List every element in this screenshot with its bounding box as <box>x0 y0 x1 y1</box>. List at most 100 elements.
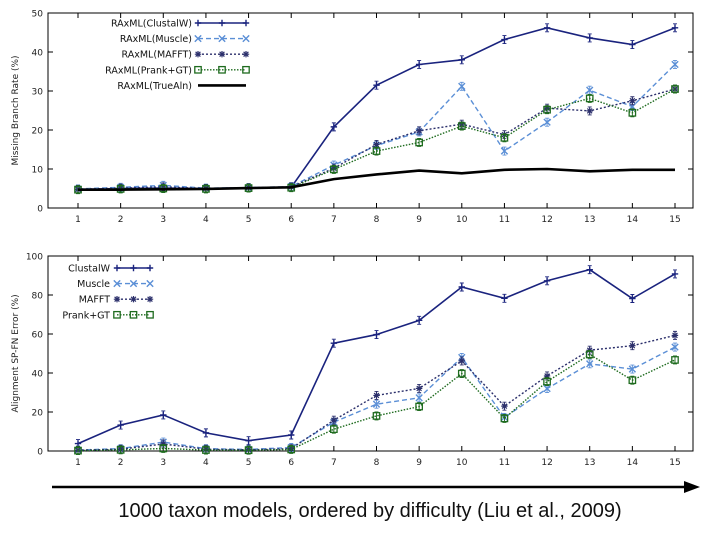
y-tick-label: 60 <box>32 331 44 341</box>
data-point <box>372 400 381 408</box>
data-point <box>415 138 423 147</box>
data-point <box>373 81 380 89</box>
y-tick-label: 10 <box>32 166 44 176</box>
data-point <box>628 365 637 373</box>
y-tick-label: 20 <box>32 409 44 419</box>
data-point <box>500 133 509 142</box>
legend-marker <box>113 279 121 288</box>
series-line <box>78 167 675 191</box>
data-point <box>159 444 168 453</box>
x-tick-label: 1 <box>75 458 81 468</box>
caption: 1000 taxon models, ordered by difficulty… <box>118 500 621 522</box>
legend-marker <box>130 296 137 303</box>
legend-marker <box>194 19 202 27</box>
y-tick-label: 40 <box>32 370 44 380</box>
legend-marker <box>218 51 226 58</box>
legend-marker <box>218 65 226 74</box>
x-tick-label: 2 <box>118 215 124 225</box>
legend-label: RAxML(Prank+GT) <box>105 65 192 76</box>
data-point <box>458 82 466 91</box>
legend-marker <box>242 19 250 27</box>
data-point <box>671 60 679 69</box>
data-point <box>628 102 637 111</box>
y-axis-label: Missing Branch Rate (%) <box>11 55 21 165</box>
data-point <box>117 421 124 429</box>
legend-marker <box>218 19 226 27</box>
data-point <box>628 108 637 117</box>
x-tick-label: 7 <box>331 458 337 468</box>
series-clustalw <box>74 265 679 449</box>
data-point <box>586 34 593 42</box>
data-point <box>543 105 551 114</box>
data-point <box>458 283 465 291</box>
data-point <box>543 118 551 126</box>
x-tick-label: 9 <box>416 215 422 225</box>
x-tick-label: 11 <box>499 215 510 225</box>
y-tick-label: 40 <box>32 49 44 59</box>
data-point <box>330 165 338 174</box>
data-point <box>543 372 551 380</box>
x-tick-label: 7 <box>331 215 337 225</box>
data-point <box>585 350 594 359</box>
data-point <box>373 331 380 338</box>
legend-marker <box>146 279 154 288</box>
data-point <box>629 295 636 302</box>
series-raxml-truealn- <box>78 167 675 191</box>
data-point <box>586 360 594 368</box>
x-tick-label: 14 <box>627 215 639 225</box>
legend-label: MAFFT <box>79 295 110 306</box>
data-point <box>74 446 82 455</box>
y-tick-label: 100 <box>26 253 43 263</box>
legend-marker <box>242 51 250 58</box>
data-point <box>543 24 551 32</box>
x-tick-label: 12 <box>541 458 552 468</box>
x-tick-label: 2 <box>118 458 124 468</box>
data-point <box>160 440 167 448</box>
legend-marker <box>113 310 121 319</box>
data-point <box>501 36 508 43</box>
x-tick-label: 14 <box>627 458 639 468</box>
x-tick-label: 12 <box>541 215 552 225</box>
legend-marker <box>113 296 121 303</box>
data-point <box>671 332 679 339</box>
y-tick-label: 0 <box>37 205 43 215</box>
x-tick-label: 3 <box>160 458 166 468</box>
data-point <box>501 402 508 410</box>
x-tick-label: 15 <box>669 458 680 468</box>
data-point <box>457 369 466 378</box>
y-tick-label: 30 <box>32 88 44 98</box>
legend-marker <box>194 51 202 58</box>
data-point <box>415 394 423 402</box>
data-point <box>500 147 509 155</box>
data-point <box>288 431 295 439</box>
data-point <box>372 412 381 420</box>
x-tick-label: 5 <box>246 215 252 225</box>
data-point <box>671 85 679 93</box>
data-point <box>330 425 338 434</box>
data-point <box>330 339 338 347</box>
y-axis-label: Alignment SP-FN Error (%) <box>11 294 21 412</box>
legend-marker <box>146 296 154 303</box>
x-tick-label: 3 <box>160 215 166 225</box>
x-tick-label: 11 <box>499 458 510 468</box>
x-tick-label: 15 <box>669 215 680 225</box>
data-point <box>629 97 636 104</box>
data-point <box>372 147 381 155</box>
series-raxml-prank-gt- <box>74 84 679 195</box>
data-point <box>629 342 636 349</box>
legend-marker <box>218 34 226 43</box>
series-prank-gt <box>74 350 679 456</box>
series-line <box>77 334 676 451</box>
data-point <box>457 122 466 130</box>
data-point <box>458 357 465 365</box>
data-point <box>202 429 210 437</box>
y-tick-label: 80 <box>32 292 44 302</box>
plot-frame <box>47 255 694 452</box>
x-tick-label: 6 <box>288 458 294 468</box>
data-point <box>628 376 637 385</box>
legend-marker <box>242 65 250 74</box>
data-point <box>244 446 253 455</box>
data-point <box>415 402 423 411</box>
